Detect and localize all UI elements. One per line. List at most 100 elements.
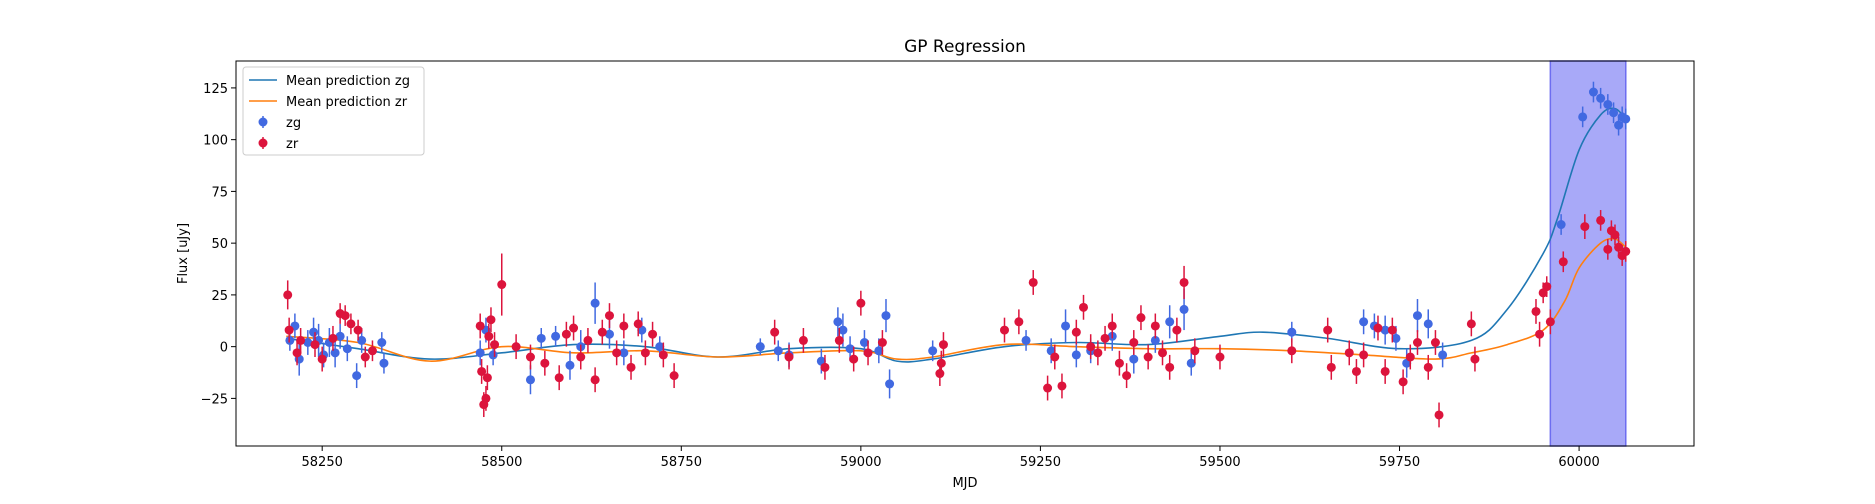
x-tick-label: 59750	[1379, 455, 1420, 470]
data-point-zg	[1287, 328, 1296, 337]
x-tick-label: 58500	[481, 455, 522, 470]
data-point-zg	[1578, 112, 1587, 121]
data-point-zr	[864, 348, 873, 357]
legend: Mean prediction zgMean prediction zrzgzr	[243, 67, 424, 155]
data-point-zr	[562, 330, 571, 339]
data-point-zr	[1122, 371, 1131, 380]
data-point-zr	[1072, 328, 1081, 337]
data-point-zr	[490, 340, 499, 349]
data-point-zr	[311, 340, 320, 349]
y-tick-label: 100	[203, 134, 228, 149]
data-point-zr	[1399, 377, 1408, 386]
data-point-zg	[1072, 350, 1081, 359]
data-point-zr	[1093, 348, 1102, 357]
data-point-zr	[1345, 348, 1354, 357]
x-axis-label: MJD	[952, 476, 977, 491]
data-point-zr	[1388, 326, 1397, 335]
data-point-zr	[1014, 317, 1023, 326]
legend-marker-swatch	[259, 118, 268, 127]
x-tick-label: 60000	[1558, 455, 1599, 470]
data-point-zg	[774, 346, 783, 355]
data-point-zr	[576, 352, 585, 361]
data-point-zr	[1108, 321, 1117, 330]
data-point-zr	[1542, 282, 1551, 291]
data-point-zr	[341, 311, 350, 320]
data-point-zr	[1136, 313, 1145, 322]
data-point-zr	[641, 348, 650, 357]
data-point-zr	[296, 336, 305, 345]
data-point-zr	[878, 338, 887, 347]
data-point-zr	[1172, 326, 1181, 335]
data-point-zg	[1621, 114, 1630, 123]
data-point-zr	[1580, 222, 1589, 231]
data-point-zr	[283, 290, 292, 299]
data-point-zr	[1381, 367, 1390, 376]
data-point-zr	[1000, 326, 1009, 335]
data-point-zr	[612, 348, 621, 357]
data-point-zr	[1144, 352, 1153, 361]
data-point-zr	[1180, 278, 1189, 287]
data-point-zg	[489, 350, 498, 359]
data-point-zr	[497, 280, 506, 289]
data-point-zr	[1079, 303, 1088, 312]
data-point-zr	[1424, 363, 1433, 372]
data-point-zr	[849, 355, 858, 364]
data-point-zr	[1352, 367, 1361, 376]
data-point-zr	[1603, 245, 1612, 254]
data-point-zr	[484, 332, 493, 341]
data-point-zg	[1022, 336, 1031, 345]
data-point-zr	[318, 355, 327, 364]
data-point-zr	[591, 375, 600, 384]
data-point-zg	[1359, 317, 1368, 326]
y-tick-label: 25	[211, 289, 228, 304]
data-point-zg	[1596, 94, 1605, 103]
data-point-zr	[512, 342, 521, 351]
x-tick-label: 58250	[302, 455, 343, 470]
data-point-zr	[856, 299, 865, 308]
data-point-zg	[591, 299, 600, 308]
legend-marker-swatch	[259, 139, 268, 148]
data-point-zr	[1165, 363, 1174, 372]
shaded-region	[1550, 61, 1625, 446]
data-point-zr	[1413, 338, 1422, 347]
data-point-zg	[1589, 88, 1598, 97]
y-tick-label: 50	[211, 237, 228, 252]
data-point-zr	[486, 315, 495, 324]
data-point-zr	[619, 321, 628, 330]
chart-title: GP Regression	[904, 37, 1026, 57]
data-point-zg	[1413, 311, 1422, 320]
data-point-zg	[476, 348, 485, 357]
data-point-zg	[309, 328, 318, 337]
data-point-zg	[833, 317, 842, 326]
data-point-zr	[285, 326, 294, 335]
data-point-zr	[1431, 338, 1440, 347]
data-point-zr	[1057, 381, 1066, 390]
data-point-zr	[583, 336, 592, 345]
data-point-zg	[1603, 100, 1612, 109]
data-point-zg	[1424, 319, 1433, 328]
data-point-zr	[1467, 319, 1476, 328]
legend-label: zr	[286, 137, 299, 152]
data-point-zr	[1373, 324, 1382, 333]
data-point-zg	[928, 346, 937, 355]
data-point-zg	[881, 311, 890, 320]
data-point-zg	[377, 338, 386, 347]
data-point-zr	[835, 336, 844, 345]
data-point-zr	[354, 326, 363, 335]
data-point-zg	[885, 379, 894, 388]
data-point-zr	[937, 359, 946, 368]
data-point-zg	[551, 332, 560, 341]
data-point-zr	[1406, 352, 1415, 361]
data-point-zr	[1470, 355, 1479, 364]
data-point-zr	[483, 373, 492, 382]
data-point-zr	[526, 352, 535, 361]
data-point-zr	[670, 371, 679, 380]
data-point-zr	[476, 321, 485, 330]
y-axis-label: Flux [uJy]	[176, 223, 191, 284]
x-tick-label: 59500	[1199, 455, 1240, 470]
data-point-zr	[820, 363, 829, 372]
data-point-zr	[1327, 363, 1336, 372]
data-point-zr	[659, 350, 668, 359]
